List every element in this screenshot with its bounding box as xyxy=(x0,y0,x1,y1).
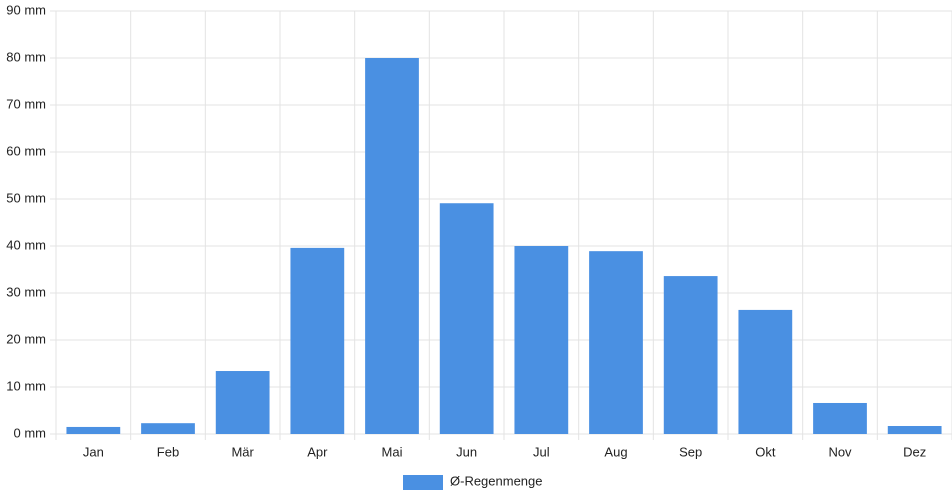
y-tick-label: 30 mm xyxy=(6,284,46,299)
x-tick-label: Mär xyxy=(231,444,254,459)
bar xyxy=(439,203,494,434)
x-tick-label: Sep xyxy=(679,444,702,459)
bar xyxy=(738,309,793,434)
x-tick-label: Nov xyxy=(828,444,852,459)
bar xyxy=(514,246,569,434)
x-tick-label: Feb xyxy=(157,444,179,459)
bar xyxy=(365,58,419,434)
bar xyxy=(887,426,942,434)
bar xyxy=(141,423,195,434)
bar xyxy=(290,247,345,434)
bar xyxy=(215,371,270,434)
y-tick-label: 80 mm xyxy=(6,49,46,64)
y-tick-label: 70 mm xyxy=(6,96,46,111)
legend-label: Ø-Regenmenge xyxy=(450,473,543,488)
bar xyxy=(663,276,718,434)
x-tick-label: Aug xyxy=(604,444,627,459)
legend-swatch xyxy=(403,475,443,490)
x-tick-label: Jul xyxy=(533,444,550,459)
y-tick-label: 50 mm xyxy=(6,190,46,205)
y-tick-label: 60 mm xyxy=(6,143,46,158)
x-tick-label: Dez xyxy=(903,444,926,459)
x-tick-label: Jan xyxy=(83,444,104,459)
x-tick-label: Mai xyxy=(382,444,403,459)
x-tick-label: Apr xyxy=(307,444,328,459)
y-tick-label: 90 mm xyxy=(6,2,46,17)
y-tick-label: 0 mm xyxy=(14,425,47,440)
y-tick-label: 20 mm xyxy=(6,331,46,346)
y-tick-label: 40 mm xyxy=(6,237,46,252)
x-tick-label: Okt xyxy=(755,444,776,459)
x-tick-label: Jun xyxy=(456,444,477,459)
bar xyxy=(813,402,867,434)
bar xyxy=(66,426,121,434)
y-tick-label: 10 mm xyxy=(6,378,46,393)
bar xyxy=(589,251,643,434)
